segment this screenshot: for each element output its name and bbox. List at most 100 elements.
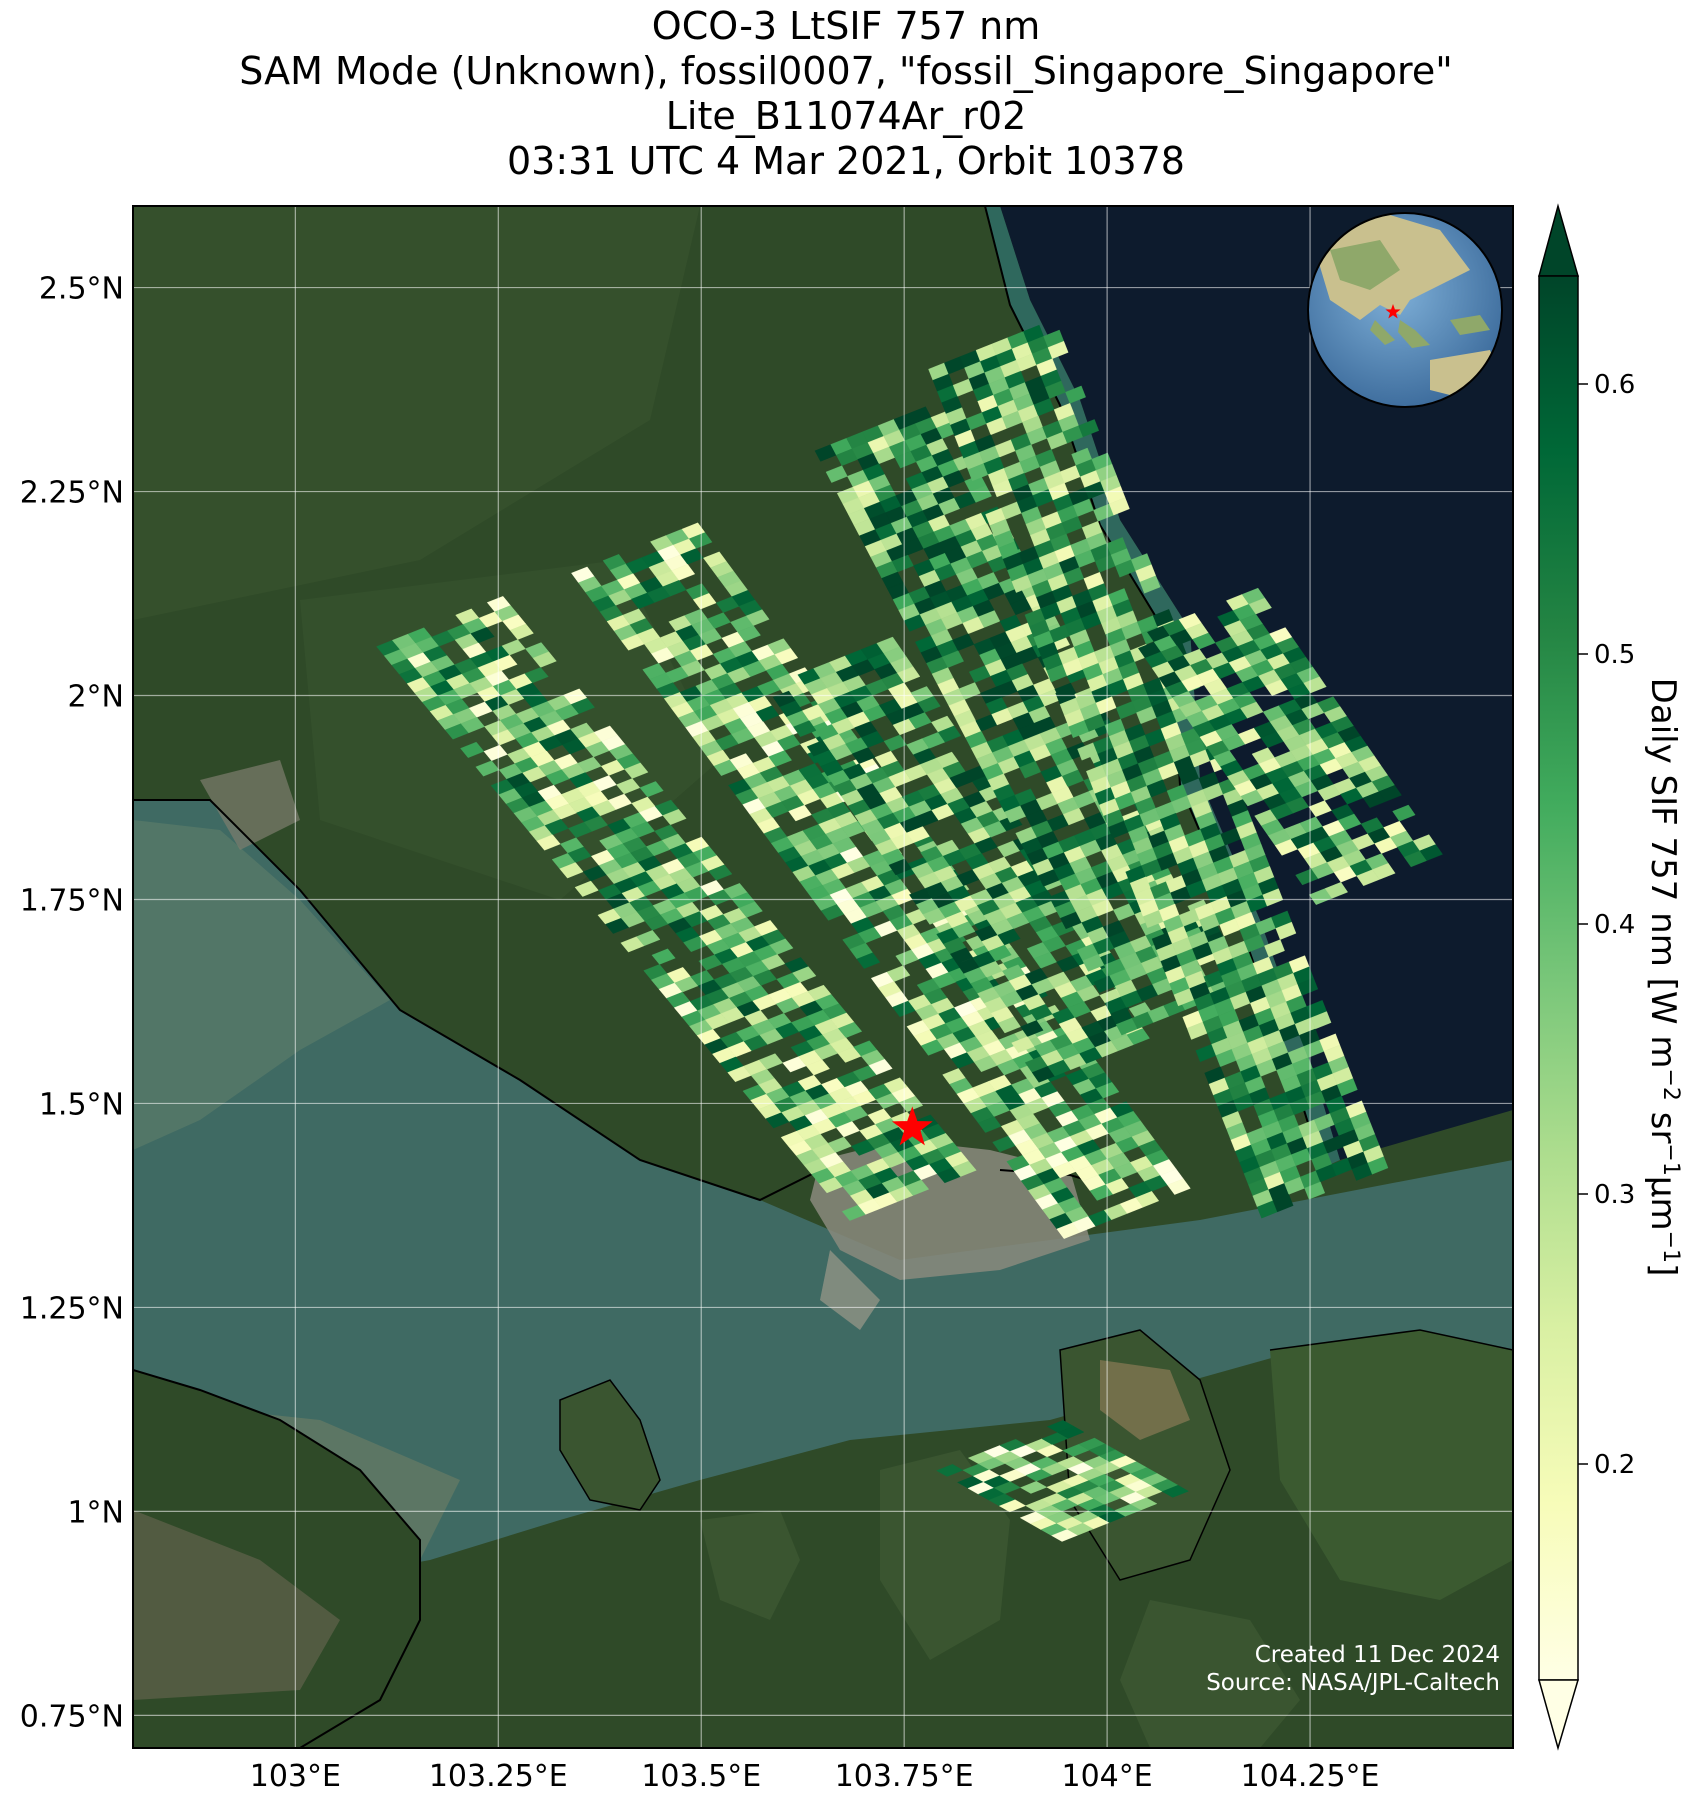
sif-footprint [1297,977,1319,996]
sif-footprint [1272,1194,1294,1213]
sif-footprint [805,1059,830,1076]
sif-footprint [1336,1078,1358,1097]
lat-tick-label: 1.75°N [20,883,124,918]
credit-created: Created 11 Dec 2024 [1255,1642,1500,1668]
title-line-1: OCO-3 LtSIF 757 nm [651,4,1041,48]
sif-footprint [868,1058,893,1076]
urban-area [200,760,300,850]
globe-star-marker [1385,304,1401,319]
colorbar: 0.2 0.3 0.4 0.5 0.6 Daily SIF 757 nm [W m−2 … [1538,203,1684,1751]
sif-footprint [768,750,793,767]
sif-footprint [639,781,664,798]
colorbar-tick-label: 0.3 [1594,1180,1635,1210]
sif-footprint [942,650,964,668]
lat-tick-label: 1.25°N [20,1291,124,1326]
colorbar-extend-max [1538,203,1579,277]
sif-footprint [988,944,1012,962]
sif-footprint [1135,1191,1160,1208]
lat-tick-label: 0.75°N [20,1699,124,1734]
island-karimun [560,1380,660,1510]
coastline [133,799,831,1202]
longitude-tick-labels: 103°E 103.25°E 103.5°E 103.75°E 104°E 104.25°… [250,1759,1380,1794]
lat-tick-label: 2.25°N [20,476,124,511]
sif-footprint [671,564,696,581]
sif-footprint [470,627,495,644]
colorbar-extend-min [1538,1679,1580,1751]
strait-sediment [133,820,390,1150]
colorbar-tick-label: 0.5 [1594,640,1635,670]
sif-footprint [1130,1497,1158,1511]
sif-footprint [906,826,930,843]
title-line-4: 03:31 UTC 4 Mar 2021, Orbit 10378 [507,139,1185,183]
sif-footprint [624,762,649,779]
sif-footprint [1303,676,1327,694]
lon-tick-label: 103.25°E [429,1759,568,1794]
title-line-3: Lite_B11074Ar_r02 [665,94,1027,138]
lon-tick-label: 103°E [250,1759,341,1794]
coastline [1059,1329,1231,1581]
lat-tick-label: 1.5°N [39,1087,124,1122]
lon-tick-label: 103.5°E [641,1759,761,1794]
coastline [559,1379,661,1511]
sif-footprint [509,623,534,640]
sif-footprint [524,667,549,684]
urban-jurong [820,1250,880,1330]
sif-footprint [1367,1156,1389,1175]
island [880,1450,1010,1660]
lat-tick-label: 2.5°N [39,272,124,307]
sif-footprint [662,808,687,826]
sif-footprint [708,864,733,881]
sif-footprint [896,666,921,684]
colorbar-ticks: 0.2 0.3 0.4 0.5 0.6 [1578,370,1635,1480]
chart-title: OCO-3 LtSIF 757 nm SAM Mode (Unknown), f… [0,4,1692,184]
sif-footprint [1126,1028,1150,1045]
sif-footprint [1392,804,1416,822]
globe-land-new-guinea [1450,315,1490,335]
sif-footprint [1139,575,1161,594]
sif-footprint [769,938,794,955]
vegetation-patch [133,206,700,620]
colorbar-tick-label: 0.6 [1594,370,1635,400]
gridlines [133,206,1513,1748]
island [1120,1600,1300,1748]
sif-footprint [1378,785,1402,802]
credit-source: Source: NASA/JPL-Caltech [1206,1670,1500,1696]
globe-land-borneo [1398,320,1430,348]
sif-footprint [1324,881,1349,899]
sif-footprint [570,697,595,714]
island-bintan [1270,1330,1513,1600]
sif-footprint [917,696,941,713]
inset-globe [1307,212,1503,408]
sif-footprint [1372,863,1396,880]
sif-footprint [1047,340,1069,359]
sif-footprint [905,1179,930,1196]
sif-footprint [1057,1425,1085,1439]
sif-footprint [1020,1020,1044,1037]
globe-land-sumatra [1370,320,1395,345]
colorbar-gradient [1538,275,1579,1681]
colorbar-label: Daily SIF 757 nm [W m−2 sr−1μm−1] [1643,678,1684,1277]
sif-footprint [1109,497,1130,516]
sif-footprint [1248,597,1272,615]
coastline [1269,1329,1513,1351]
sif-footprint [738,901,763,918]
sif-footprint [1264,939,1285,958]
sif-footprint [1419,844,1443,861]
sif-footprint [745,609,770,626]
sif-footprint [1078,419,1100,438]
lon-tick-label: 103.75°E [835,1759,974,1794]
mudflat [133,1510,340,1700]
sif-footprint [1275,921,1297,940]
sif-footprint [997,928,1021,946]
island [700,1510,800,1620]
sif-footprint [792,966,817,983]
sif-footprint [1161,1484,1189,1498]
lon-tick-label: 104°E [1062,1759,1153,1794]
sif-footprint [636,930,661,947]
sif-footprint [1167,1178,1191,1195]
sif-footprint [532,651,557,668]
sif-footprint [1065,385,1086,404]
sif-footprint [856,952,881,969]
sif-footprint [937,725,962,743]
